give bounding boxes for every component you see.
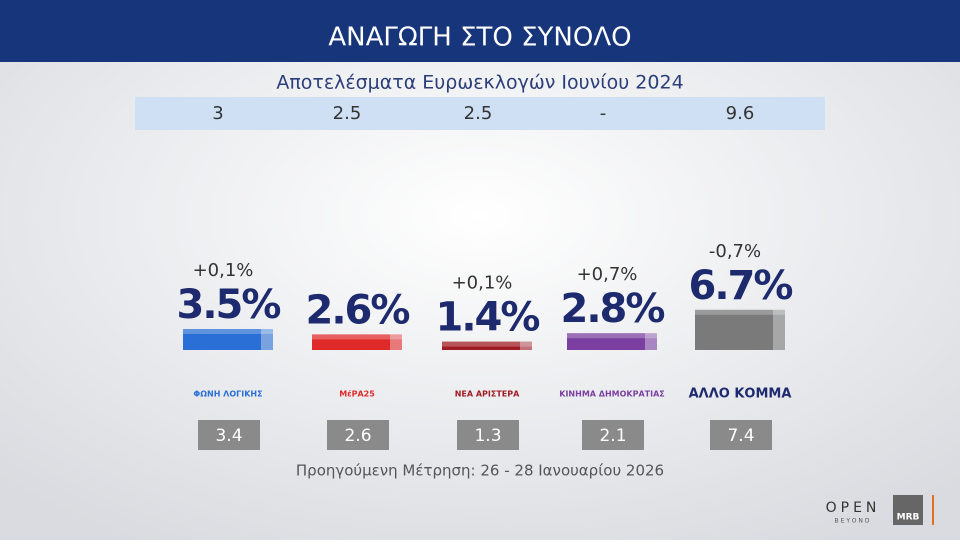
euro-result: 3 bbox=[212, 103, 223, 124]
value-label: 3.5% bbox=[177, 282, 281, 328]
bar bbox=[442, 341, 520, 350]
chart-title: ΑΝΑΓΩΓΗ ΣΤΟ ΣΥΝΟΛΟ bbox=[328, 23, 631, 53]
previous-box bbox=[327, 420, 389, 450]
euro-result: 9.6 bbox=[726, 103, 755, 124]
change-label: -0,7% bbox=[709, 241, 761, 262]
euro-result: - bbox=[600, 103, 607, 124]
bar-shade bbox=[567, 333, 657, 339]
bar bbox=[312, 334, 390, 350]
previous-box bbox=[710, 420, 772, 450]
value-label: 2.8% bbox=[561, 286, 665, 332]
previous-value: 3.4 bbox=[215, 426, 242, 446]
bar-side bbox=[261, 329, 273, 350]
previous-value: 1.3 bbox=[474, 426, 501, 446]
bar-shade bbox=[183, 329, 273, 334]
party-name: ΜέΡΑ25 bbox=[339, 389, 375, 399]
previous-value: 7.4 bbox=[727, 426, 754, 446]
party-name: ΝΕΑ ΑΡΙΣΤΕΡΑ bbox=[455, 390, 520, 399]
bar bbox=[567, 333, 645, 350]
header-bar bbox=[0, 0, 960, 62]
change-label: +0,1% bbox=[452, 273, 513, 294]
bar-side bbox=[645, 333, 657, 350]
party-name: ΑΛΛΟ ΚΟΜΜΑ bbox=[689, 387, 792, 402]
logo-beyond: BEYOND bbox=[834, 518, 871, 525]
bar-shade bbox=[442, 341, 532, 347]
bar bbox=[183, 329, 261, 350]
change-label: +0,1% bbox=[193, 260, 254, 281]
chart-subtitle: Αποτελέσματα Ευρωεκλογών Ιουνίου 2024 bbox=[276, 72, 683, 94]
bar-side bbox=[520, 341, 532, 350]
party-name: ΚΙΝΗΜΑ ΔΗΜΟΚΡΑΤΙΑΣ bbox=[559, 390, 665, 399]
bar-side bbox=[390, 334, 402, 350]
footnote: Προηγούμενη Μέτρηση: 26 - 28 Ιανουαρίου … bbox=[296, 462, 664, 480]
bar-shade bbox=[312, 334, 402, 340]
previous-value: 2.6 bbox=[344, 426, 371, 446]
bar bbox=[695, 309, 773, 350]
previous-value: 2.1 bbox=[599, 426, 626, 446]
value-label: 6.7% bbox=[689, 263, 793, 309]
previous-box bbox=[457, 420, 519, 450]
euro-result: 2.5 bbox=[464, 103, 493, 124]
value-label: 1.4% bbox=[436, 295, 540, 341]
change-label: +0,7% bbox=[577, 264, 638, 285]
party-name: ΦΩΝΗ ΛΟΓΙΚΗΣ bbox=[193, 390, 262, 399]
bar-shade bbox=[695, 309, 785, 315]
value-label: 2.6% bbox=[306, 287, 410, 333]
previous-box bbox=[582, 420, 644, 450]
previous-box bbox=[198, 420, 260, 450]
euro-result: 2.5 bbox=[333, 103, 362, 124]
logo-open: OPEN bbox=[826, 500, 881, 516]
bar-side bbox=[773, 309, 785, 350]
logo-mrb: MRB bbox=[897, 513, 920, 523]
logo-mrb-box bbox=[893, 495, 923, 525]
euro-row bbox=[135, 97, 825, 130]
